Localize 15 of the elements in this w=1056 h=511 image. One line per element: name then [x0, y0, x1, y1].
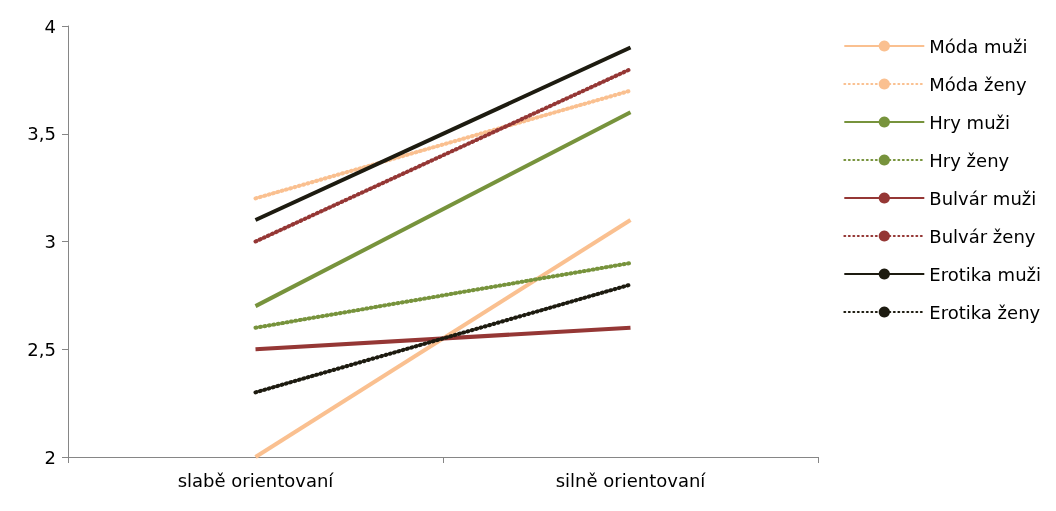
x-tick-label: slabě orientovaní	[177, 469, 335, 491]
y-tick-label: 2	[44, 446, 56, 468]
legend-label: Erotika muži	[929, 263, 1041, 285]
legend-label: Hry muži	[929, 111, 1010, 133]
x-tick-label: silně orientovaní	[555, 469, 707, 491]
legend-label: Bulvár ženy	[929, 225, 1036, 247]
y-tick-label: 2,5	[27, 338, 56, 360]
legend-label: Móda ženy	[929, 73, 1027, 95]
y-tick-label: 3	[44, 231, 56, 252]
y-tick-label: 3,5	[27, 123, 56, 145]
legend-label: Hry ženy	[929, 149, 1010, 171]
legend-label: Bulvár muži	[929, 187, 1037, 209]
legend-label: Móda muži	[929, 35, 1028, 57]
legend-label: Erotika ženy	[929, 301, 1041, 323]
y-tick-label: 4	[44, 15, 56, 37]
